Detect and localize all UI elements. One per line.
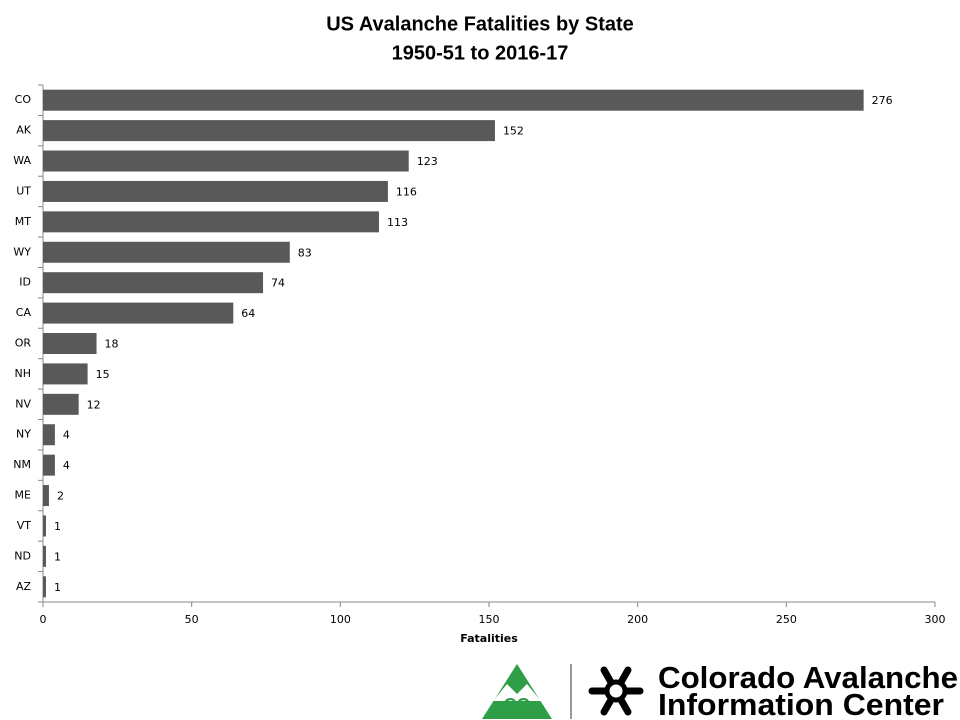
y-tick-label: VT (17, 519, 32, 532)
chart-title: US Avalanche Fatalities by State (326, 13, 634, 35)
value-label: 18 (105, 338, 119, 351)
bar (43, 211, 379, 233)
y-tick-label: NM (13, 458, 31, 471)
value-label: 74 (271, 277, 285, 290)
y-tick-label: NV (15, 397, 31, 410)
value-label: 12 (87, 398, 101, 411)
bar (43, 393, 79, 415)
value-label: 4 (63, 429, 70, 442)
logo-triangle (482, 664, 552, 719)
logo-mark: CO (504, 695, 531, 715)
bar (43, 241, 290, 263)
value-label: 116 (396, 185, 417, 198)
y-tick-label: OR (15, 337, 32, 350)
y-tick-label: MT (15, 215, 31, 228)
y-tick-label: AZ (16, 580, 32, 593)
value-label: 4 (63, 459, 70, 472)
value-label: 123 (417, 155, 438, 168)
bar (43, 576, 46, 598)
y-tick-label: ME (15, 489, 31, 502)
y-tick-label: NY (16, 428, 31, 441)
bar (43, 424, 55, 446)
bar (43, 272, 264, 294)
y-tick-label: UT (16, 184, 31, 197)
x-tick-label: 150 (479, 613, 500, 626)
chart-subtitle: 1950-51 to 2016-17 (392, 42, 569, 64)
x-tick-label: 0 (40, 613, 47, 626)
bar (43, 454, 55, 476)
value-label: 113 (387, 216, 408, 229)
bar (43, 545, 46, 567)
x-tick-label: 100 (330, 613, 351, 626)
value-label: 15 (96, 368, 110, 381)
y-tick-label: ND (14, 549, 31, 562)
x-tick-label: 250 (776, 613, 797, 626)
y-tick-label: AK (16, 124, 32, 137)
x-tick-label: 50 (185, 613, 199, 626)
value-label: 1 (54, 520, 61, 533)
org-name: Information Center (658, 687, 944, 720)
y-tick-label: ID (19, 276, 31, 289)
org-name: Colorado Avalanche (658, 660, 958, 695)
bar (43, 333, 97, 354)
x-tick-label: 300 (925, 613, 946, 626)
x-axis-label: Fatalities (460, 632, 518, 645)
x-tick-label: 200 (627, 613, 648, 626)
value-label: 1 (54, 550, 61, 563)
y-tick-label: WA (13, 154, 31, 167)
y-tick-label: WY (13, 245, 31, 258)
y-tick-label: NH (15, 367, 32, 380)
bar (43, 120, 495, 142)
value-label: 83 (298, 246, 312, 259)
bar (43, 515, 46, 537)
bar (43, 485, 49, 507)
snowflake-icon (588, 666, 644, 716)
value-label: 64 (241, 307, 255, 320)
value-label: 276 (872, 94, 893, 107)
y-tick-label: CO (15, 93, 32, 106)
value-label: 1 (54, 581, 61, 594)
logo-mountain (493, 684, 541, 701)
bar (43, 150, 409, 172)
bar (43, 89, 864, 111)
bar (43, 180, 388, 202)
value-label: 2 (57, 490, 64, 503)
value-label: 152 (503, 125, 524, 138)
logo: CO Colorado Avalanche Information Center (482, 660, 958, 720)
bar (43, 302, 234, 324)
y-tick-label: CA (16, 306, 32, 319)
bar (43, 363, 88, 385)
